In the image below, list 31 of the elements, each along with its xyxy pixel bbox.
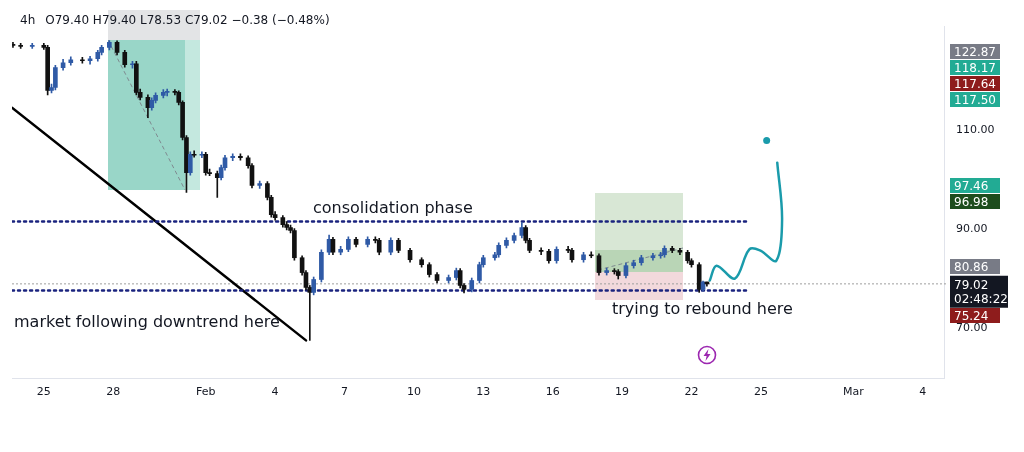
annotation: trying to rebound here [612, 299, 793, 318]
text: 118.17 [954, 61, 996, 75]
y-tick-label: 90.00 [956, 222, 988, 236]
x-tick-label: 4 [271, 385, 279, 399]
text: 122.87 [954, 45, 996, 59]
text: 80.86 [954, 260, 989, 274]
x-tick-label: 19 [615, 385, 630, 399]
x-tick-label: 28 [106, 385, 121, 399]
text: 02:48:22 [954, 291, 1008, 306]
ref-line-label: 79.02 [954, 277, 989, 292]
annotation: market following downtrend here [14, 312, 280, 331]
text: 117.50 [954, 93, 996, 107]
chart-subtitle: O79.40 H79.40 L78.53 C79.02 −0.38 (−0.48%) [45, 13, 330, 27]
x-tick-label: Feb [195, 385, 216, 399]
x-tick-label: Mar [843, 385, 865, 399]
text: 97.46 [954, 179, 989, 193]
y-tick-label: 70.00 [956, 321, 988, 335]
x-tick-label: 25 [36, 385, 51, 399]
x-tick-label: 13 [476, 385, 491, 399]
x-tick-label: 4 [919, 385, 927, 399]
text: 117.64 [954, 77, 996, 91]
x-tick-label: 7 [341, 385, 349, 399]
x-tick-label: 10 [406, 385, 421, 399]
text: 96.98 [954, 195, 989, 209]
x-tick-label: 25 [753, 385, 768, 399]
x-tick-label: 16 [545, 385, 560, 399]
y-tick-label: 110.00 [956, 123, 995, 137]
x-tick-label: 22 [684, 385, 699, 399]
annotation: consolidation phase [313, 198, 473, 217]
chart-title: 4h [20, 13, 36, 27]
text: 75.24 [954, 309, 989, 323]
